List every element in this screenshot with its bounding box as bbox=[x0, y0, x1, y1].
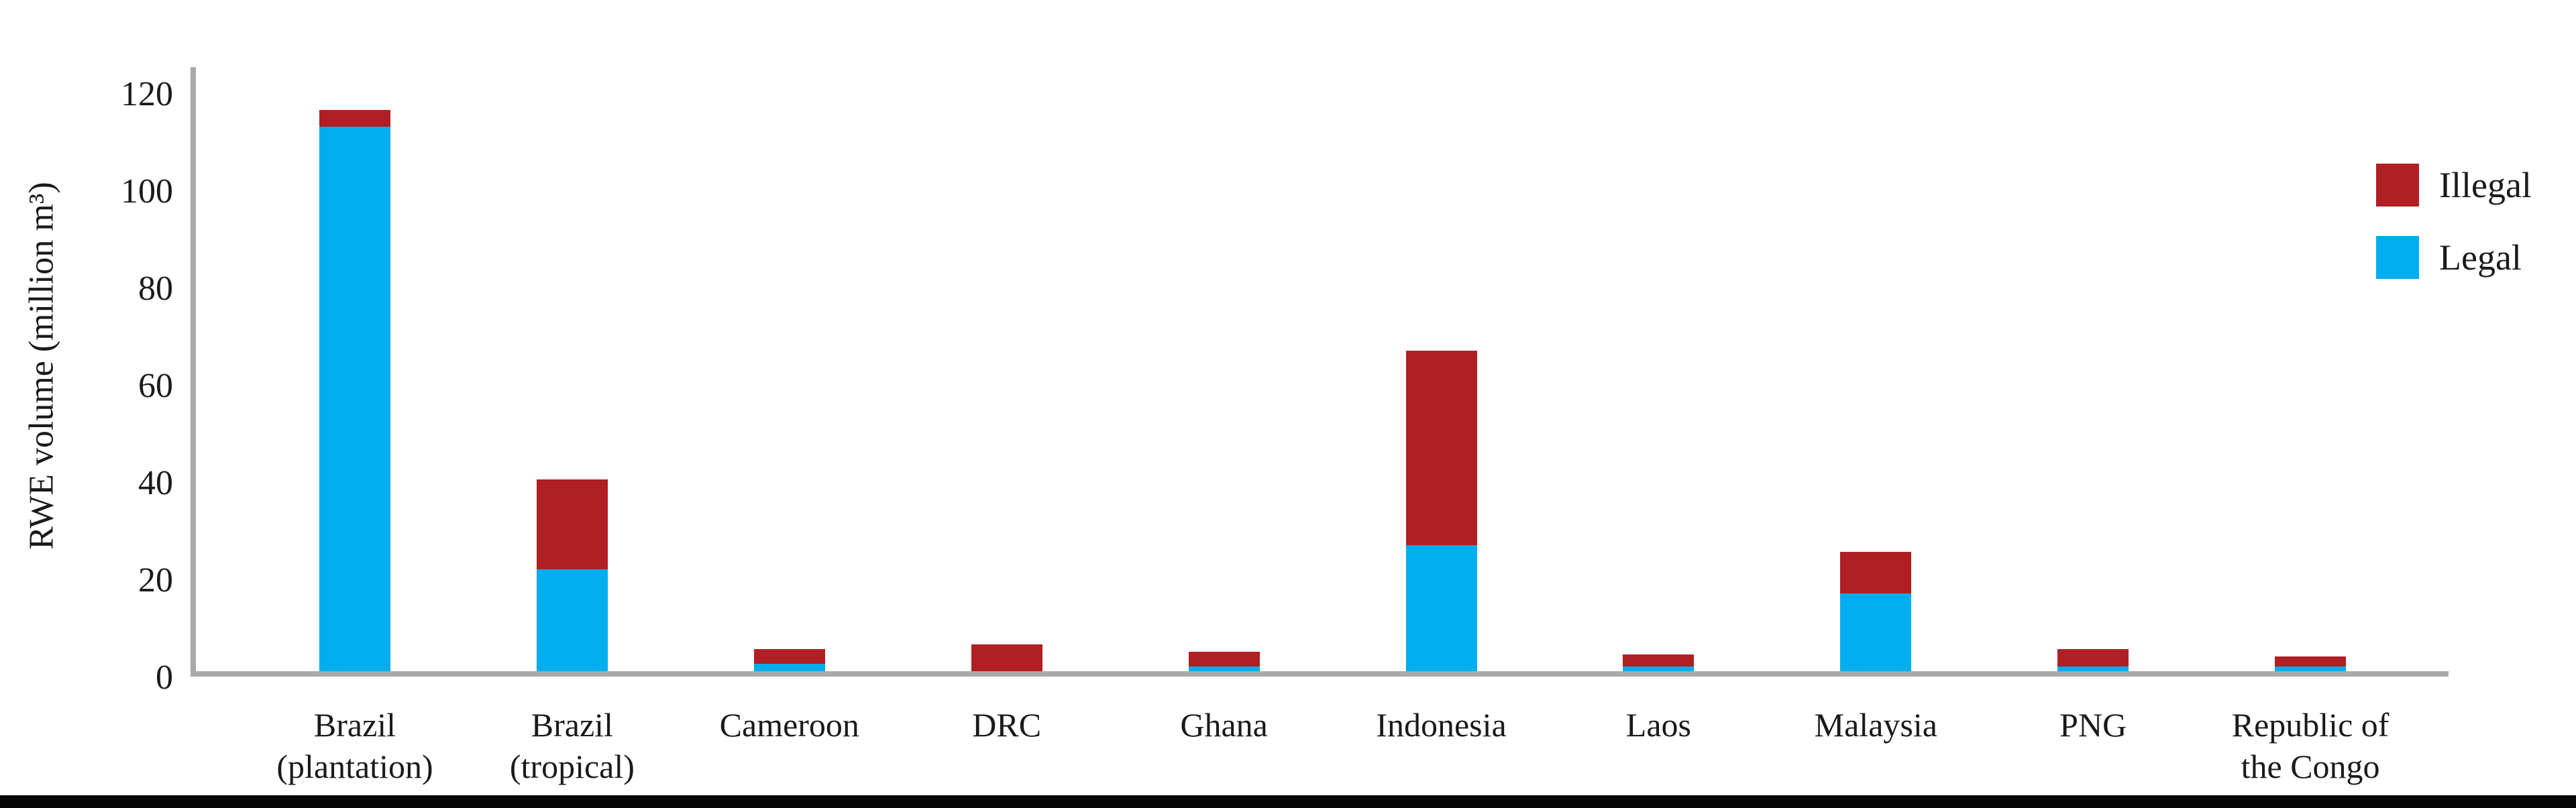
y-tick-label: 40 bbox=[138, 464, 173, 502]
legend-label-illegal: Illegal bbox=[2439, 165, 2532, 205]
category-label: Indonesia bbox=[1294, 704, 1589, 746]
category-label-line: (tropical) bbox=[509, 748, 635, 785]
bar-drc bbox=[971, 644, 1042, 671]
bar-segment-legal bbox=[2275, 666, 2347, 671]
category-label-line: Ghana bbox=[1180, 706, 1268, 744]
category-label-line: (plantation) bbox=[276, 748, 433, 785]
x-axis-line bbox=[191, 671, 2449, 677]
bar-segment-illegal bbox=[1405, 350, 1477, 545]
footer-black-bar bbox=[0, 795, 2576, 808]
category-label: PNG bbox=[1945, 704, 2241, 746]
category-label-line: PNG bbox=[2059, 706, 2127, 744]
legend-row-legal: Legal bbox=[2376, 236, 2522, 279]
bar-segment-legal bbox=[1623, 666, 1695, 671]
bar-segment-legal bbox=[1405, 544, 1477, 671]
y-tick-label: 60 bbox=[138, 367, 173, 405]
bar-brazil-tropical- bbox=[536, 479, 608, 671]
y-tick-label: 80 bbox=[138, 270, 173, 308]
bar-segment-illegal bbox=[536, 479, 608, 569]
category-label-line: Laos bbox=[1625, 706, 1691, 744]
bar-indonesia bbox=[1405, 350, 1477, 671]
bar-segment-illegal bbox=[2275, 656, 2347, 667]
bar-segment-illegal bbox=[971, 644, 1042, 671]
legend-label-legal: Legal bbox=[2439, 237, 2522, 278]
category-label: Laos bbox=[1511, 704, 1806, 746]
category-label-line: Brazil bbox=[313, 706, 396, 744]
category-label: Brazil (tropical) bbox=[425, 704, 720, 787]
y-tick-label: 20 bbox=[138, 561, 173, 599]
bar-laos bbox=[1623, 654, 1695, 671]
category-label-line: Republic of bbox=[2231, 706, 2390, 744]
category-label: DRC bbox=[859, 704, 1155, 746]
y-tick-label: 120 bbox=[121, 75, 173, 113]
category-label-line: Brazil bbox=[531, 706, 613, 744]
bar-segment-legal bbox=[1188, 666, 1260, 671]
bar-segment-legal bbox=[1840, 593, 1912, 671]
category-label: Ghana bbox=[1077, 704, 1372, 746]
bar-segment-illegal bbox=[1623, 654, 1695, 667]
category-label: Malaysia bbox=[1728, 704, 2023, 746]
category-label-line: Indonesia bbox=[1376, 706, 1507, 744]
bar-png bbox=[2057, 649, 2129, 671]
category-label-line: the Congo bbox=[2241, 748, 2380, 785]
category-label: Republic of the Congo bbox=[2163, 704, 2458, 787]
bar-ghana bbox=[1188, 652, 1260, 671]
bar-segment-legal bbox=[753, 664, 825, 671]
bar-segment-legal bbox=[319, 127, 390, 671]
bar-segment-illegal bbox=[319, 109, 390, 127]
illegal-swatch-icon bbox=[2376, 164, 2419, 207]
category-label: Cameroon bbox=[642, 704, 937, 746]
category-label-line: Malaysia bbox=[1814, 706, 1937, 744]
bar-segment-illegal bbox=[2057, 649, 2129, 667]
bar-brazil-plantation- bbox=[319, 109, 390, 671]
legal-swatch-icon bbox=[2376, 236, 2419, 279]
category-label-line: DRC bbox=[972, 706, 1042, 744]
y-tick-label: 0 bbox=[156, 658, 173, 697]
legend-row-illegal: Illegal bbox=[2376, 164, 2532, 207]
category-label: Brazil (plantation) bbox=[207, 704, 502, 787]
bar-segment-legal bbox=[536, 569, 608, 671]
bar-malaysia bbox=[1840, 552, 1912, 671]
bar-republic-of-the-congo bbox=[2275, 656, 2347, 671]
category-label-line: Cameroon bbox=[719, 706, 859, 744]
bar-segment-illegal bbox=[753, 649, 825, 665]
bar-segment-illegal bbox=[1188, 652, 1260, 667]
y-tick-label: 100 bbox=[121, 172, 173, 211]
bar-segment-legal bbox=[2057, 666, 2129, 671]
bar-cameroon bbox=[753, 649, 825, 671]
y-axis-line bbox=[191, 67, 196, 674]
bar-segment-illegal bbox=[1840, 552, 1912, 593]
